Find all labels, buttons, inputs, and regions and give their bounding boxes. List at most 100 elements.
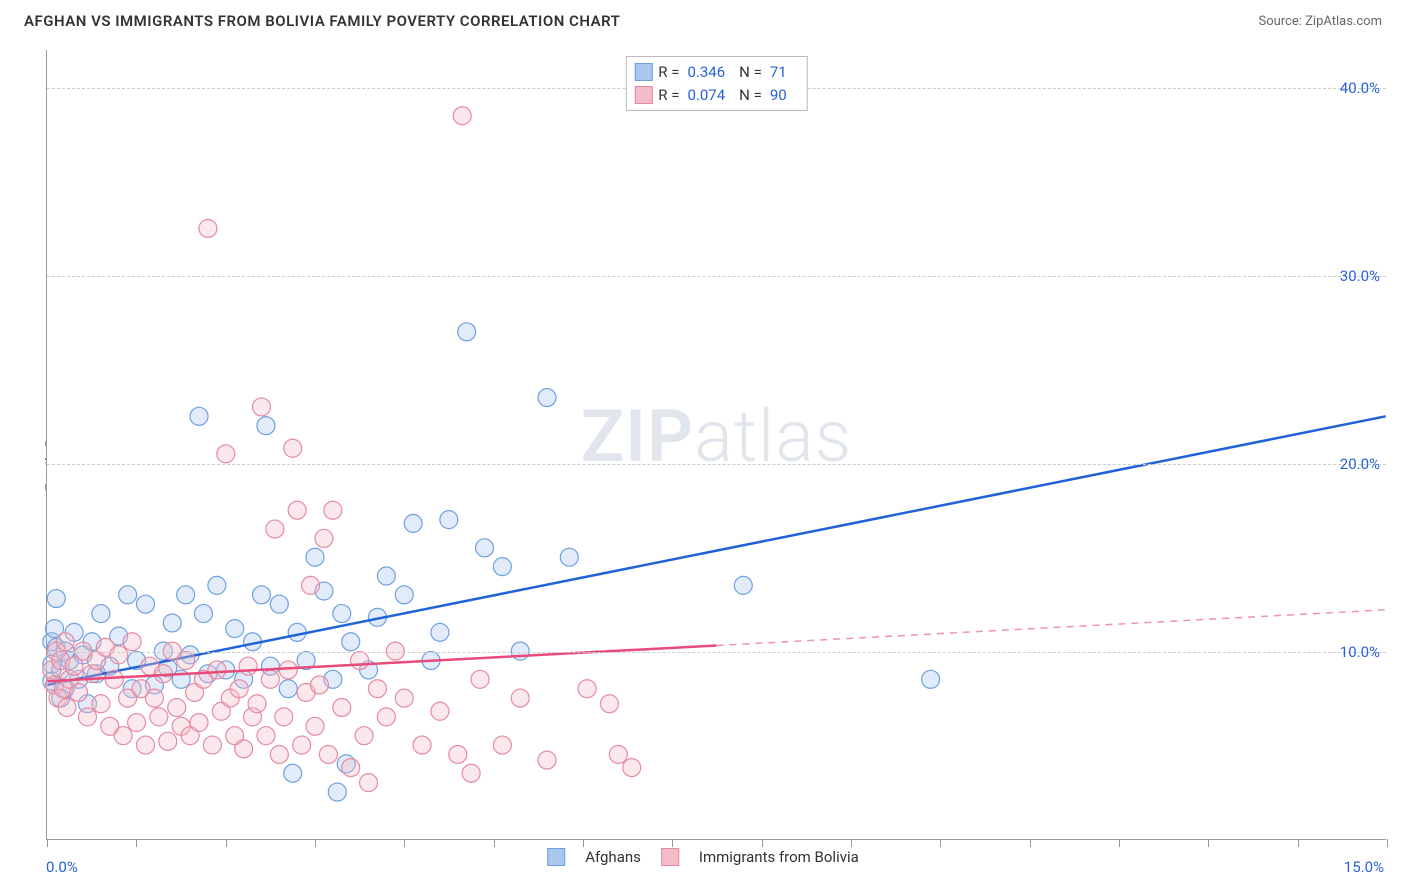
legend-row-afghans: R = 0.346 N = 71 xyxy=(634,61,794,84)
data-point xyxy=(493,558,511,576)
data-point xyxy=(92,605,110,623)
trend-line-extrapolated xyxy=(717,610,1386,646)
gridline xyxy=(47,652,1386,653)
data-point xyxy=(70,683,88,701)
data-point xyxy=(342,759,360,777)
data-point xyxy=(110,646,128,664)
r-label: R = xyxy=(658,61,679,84)
data-point xyxy=(137,595,155,613)
data-point xyxy=(462,764,480,782)
data-point xyxy=(123,633,141,651)
data-point xyxy=(560,548,578,566)
x-tick xyxy=(47,839,48,847)
data-point xyxy=(333,605,351,623)
x-tick xyxy=(136,839,137,847)
data-point xyxy=(177,652,195,670)
r-value-afghans: 0.346 xyxy=(687,61,725,84)
x-tick-label-min: 0.0% xyxy=(46,858,78,876)
x-tick xyxy=(762,839,763,847)
data-point xyxy=(395,586,413,604)
data-point xyxy=(159,732,177,750)
data-point xyxy=(734,576,752,594)
data-point xyxy=(279,680,297,698)
data-point xyxy=(333,699,351,717)
y-tick-label: 40.0% xyxy=(1340,79,1380,97)
data-point xyxy=(440,511,458,529)
data-point xyxy=(270,745,288,763)
data-point xyxy=(257,727,275,745)
data-point xyxy=(493,736,511,754)
data-point xyxy=(252,586,270,604)
y-tick-label: 20.0% xyxy=(1340,455,1380,473)
data-point xyxy=(114,727,132,745)
data-point xyxy=(302,576,320,594)
swatch-bolivia xyxy=(634,86,652,104)
x-tick xyxy=(315,839,316,847)
data-point xyxy=(230,680,248,698)
data-point xyxy=(922,670,940,688)
trend-line xyxy=(47,416,1385,685)
data-point xyxy=(360,774,378,792)
data-point xyxy=(306,717,324,735)
data-point xyxy=(328,783,346,801)
data-point xyxy=(511,689,529,707)
x-tick xyxy=(851,839,852,847)
y-tick-label: 30.0% xyxy=(1340,267,1380,285)
data-point xyxy=(404,514,422,532)
data-point xyxy=(261,670,279,688)
x-tick xyxy=(1208,839,1209,847)
n-value-bolivia: 90 xyxy=(770,84,787,107)
swatch-afghans xyxy=(547,848,565,866)
data-point xyxy=(431,702,449,720)
data-point xyxy=(208,661,226,679)
data-point xyxy=(368,680,386,698)
data-point xyxy=(315,529,333,547)
x-tick xyxy=(1298,839,1299,847)
data-point xyxy=(377,567,395,585)
source-attribution: Source: ZipAtlas.com xyxy=(1258,14,1382,29)
data-point xyxy=(105,670,123,688)
data-point xyxy=(194,605,212,623)
data-point xyxy=(355,727,373,745)
data-point xyxy=(319,745,337,763)
data-point xyxy=(458,323,476,341)
data-point xyxy=(288,501,306,519)
n-label: N = xyxy=(739,61,762,84)
data-point xyxy=(92,695,110,713)
data-point xyxy=(145,689,163,707)
n-label: N = xyxy=(739,84,762,107)
y-tick-label: 10.0% xyxy=(1340,643,1380,661)
data-point xyxy=(431,623,449,641)
legend-label-afghans: Afghans xyxy=(585,848,641,866)
data-point xyxy=(395,689,413,707)
data-point xyxy=(79,708,97,726)
data-point xyxy=(252,398,270,416)
chart-title: AFGHAN VS IMMIGRANTS FROM BOLIVIA FAMILY… xyxy=(24,12,620,30)
data-point xyxy=(284,439,302,457)
data-point xyxy=(150,708,168,726)
data-point xyxy=(208,576,226,594)
data-point xyxy=(342,633,360,651)
data-point xyxy=(203,736,221,754)
data-point xyxy=(257,417,275,435)
plot-svg xyxy=(47,50,1386,839)
data-point xyxy=(377,708,395,726)
data-point xyxy=(310,676,328,694)
x-tick xyxy=(404,839,405,847)
x-tick xyxy=(1030,839,1031,847)
data-point xyxy=(119,586,137,604)
r-value-bolivia: 0.074 xyxy=(687,84,725,107)
x-tick xyxy=(494,839,495,847)
data-point xyxy=(226,620,244,638)
swatch-afghans xyxy=(634,63,652,81)
data-point xyxy=(609,745,627,763)
x-tick xyxy=(1387,839,1388,847)
data-point xyxy=(293,736,311,754)
data-point xyxy=(351,652,369,670)
data-point xyxy=(275,708,293,726)
data-point xyxy=(137,736,155,754)
data-point xyxy=(270,595,288,613)
data-point xyxy=(538,389,556,407)
chart-plot-area: ZIPatlas 10.0%20.0%30.0%40.0% R = 0.346 … xyxy=(46,50,1386,840)
data-point xyxy=(168,699,186,717)
